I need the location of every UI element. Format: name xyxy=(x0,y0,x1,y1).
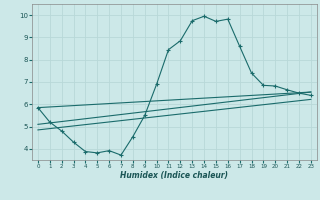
X-axis label: Humidex (Indice chaleur): Humidex (Indice chaleur) xyxy=(120,171,228,180)
